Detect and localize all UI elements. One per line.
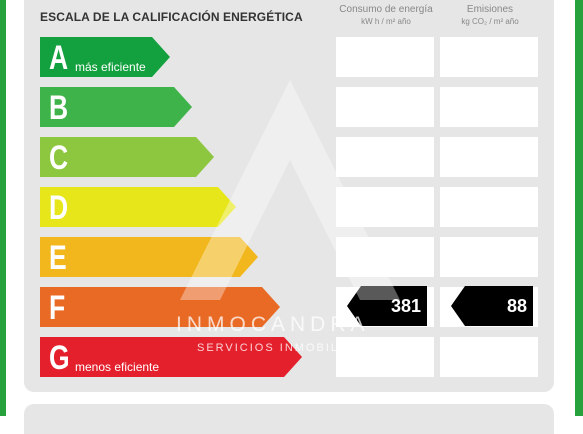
bottom-panel [24, 404, 554, 434]
emisiones-unit: kg CO₂ / m² año [461, 17, 519, 26]
rating-description: más eficiente [75, 60, 146, 74]
emisiones-cell [440, 37, 538, 77]
rating-arrow-d: D [40, 187, 238, 227]
rating-arrow-b: B [40, 87, 194, 127]
emisiones-cell [440, 187, 538, 227]
consumo-cell [336, 37, 434, 77]
rating-arrow-e: E [40, 237, 260, 277]
rating-row-f: F [40, 287, 540, 327]
consumo-cell [336, 87, 434, 127]
rating-row-b: B [40, 87, 540, 127]
consumo-value-badge: 381 [347, 286, 427, 326]
consumo-cell [336, 237, 434, 277]
emisiones-label: Emisiones [466, 4, 514, 15]
rating-letter: D [49, 189, 69, 227]
emisiones-cell [440, 337, 538, 377]
consumo-label: Consumo de energía [339, 4, 433, 15]
rating-row-d: D [40, 187, 540, 227]
left-border [0, 0, 6, 416]
rating-description: menos eficiente [75, 360, 160, 374]
rating-row-e: E [40, 237, 540, 277]
rating-letter: E [49, 239, 67, 277]
consumo-cell [336, 187, 434, 227]
consumo-cell [336, 337, 434, 377]
emisiones-header: Emisiones kg CO₂ / m² año [440, 4, 540, 28]
emisiones-value-badge: 88 [451, 286, 533, 326]
emisiones-cell [440, 237, 538, 277]
emisiones-value: 88 [506, 296, 527, 316]
consumo-cell [336, 137, 434, 177]
consumo-header: Consumo de energía kW h / m² año [336, 4, 436, 28]
scale-title: ESCALA DE LA CALIFICACIÓN ENERGÉTICA [40, 10, 303, 24]
rating-letter: A [49, 39, 69, 77]
emisiones-cell [440, 87, 538, 127]
rating-letter: F [49, 289, 66, 327]
rating-letter: C [49, 139, 69, 177]
rating-arrow-c: C [40, 137, 216, 177]
watermark-name: INMOCANDRA [176, 313, 370, 336]
rating-letter: G [49, 339, 70, 377]
rating-row-c: C [40, 137, 540, 177]
consumo-value: 381 [390, 296, 421, 316]
watermark-tagline: SERVICIOS INMOBILIARIOS [197, 342, 389, 354]
rating-arrow-f: F [40, 287, 282, 327]
consumo-unit: kW h / m² año [361, 17, 411, 26]
right-border [575, 0, 583, 416]
emisiones-cell [440, 137, 538, 177]
rating-letter: B [49, 89, 69, 127]
